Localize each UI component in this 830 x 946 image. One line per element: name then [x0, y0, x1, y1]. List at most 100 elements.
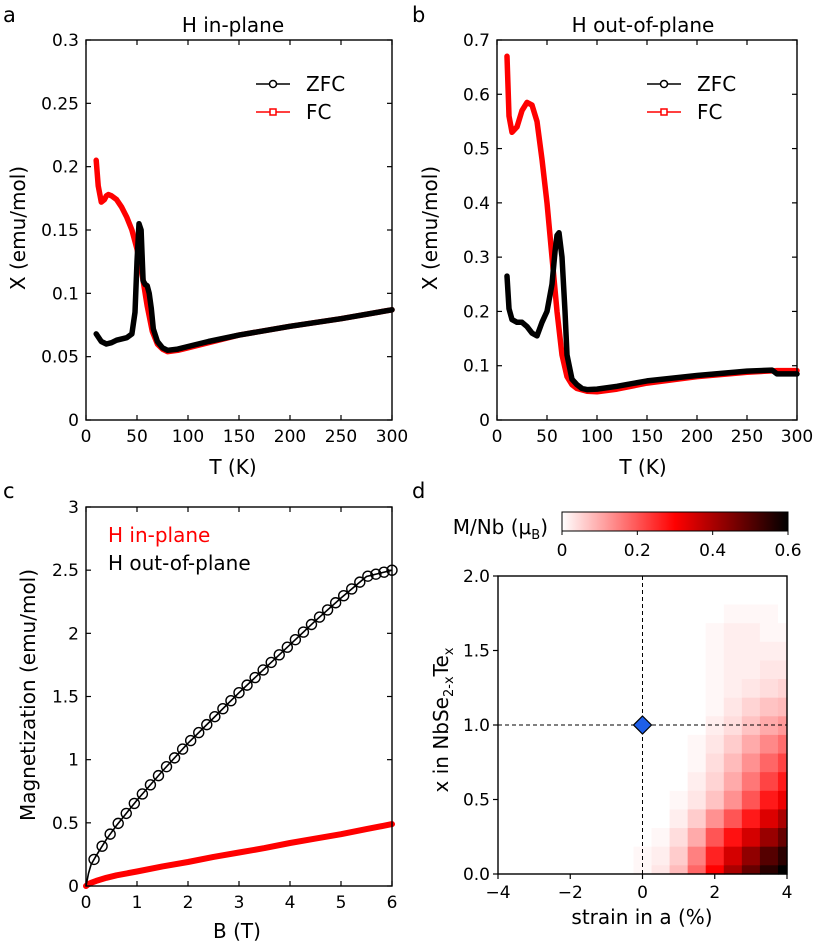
panel-d-heatmap-cell — [759, 715, 779, 735]
panel-d-heatmap-cell — [579, 659, 598, 680]
panel-b-ytick-label: 0.3 — [463, 248, 490, 268]
panel-c-legend-out-of-plane: H out-of-plane — [108, 551, 251, 575]
panel-d-heatmap-cell — [633, 790, 653, 810]
panel-d-heatmap-cell — [651, 603, 671, 624]
panel-d-heatmap-cell — [633, 808, 653, 829]
panel-d-heatmap-cell — [615, 827, 635, 847]
panel-d-heatmap-cell — [669, 659, 689, 680]
panel-d-heatmap-cell — [561, 790, 580, 810]
panel-d-heatmap-cell — [759, 827, 779, 847]
panel-d-heatmap-cell — [651, 659, 671, 680]
panel-d-heatmap-cell — [777, 622, 788, 642]
panel-c-ytick-label: 1 — [68, 751, 79, 771]
panel-d-heatmap-cell — [669, 697, 689, 717]
panel-d-heatmap-cell — [579, 808, 598, 829]
panel-d-heatmap-cell — [507, 603, 526, 624]
panel-d-heatmap-cell — [561, 659, 580, 680]
panel-d-heatmap-cell — [543, 697, 562, 717]
panel-d-heatmap-cell — [741, 808, 761, 829]
panel-d-heatmap-cell — [669, 790, 689, 810]
panel-d-heatmap-cell — [705, 827, 725, 847]
panel-d-marker-diamond — [632, 715, 653, 735]
panel-d-heatmap-cell — [741, 827, 761, 847]
panel-d-heatmap-cell — [723, 734, 743, 754]
panel-c-out-of-plane-point — [144, 779, 157, 791]
panel-d-heatmap-cell — [507, 576, 526, 586]
panel-c-legend-in-plane: H in-plane — [108, 523, 210, 547]
panel-d-heatmap-cell — [723, 846, 743, 866]
colorbar-label-part2: ) — [540, 515, 548, 539]
colorbar-label-part1: M/Nb (μ — [453, 515, 532, 539]
panel-d-heatmap-cell — [507, 734, 526, 754]
panel-a-ytick-label: 0.3 — [52, 31, 79, 51]
panel-d-heatmap-cell — [615, 771, 635, 791]
panel-d-ytick-label: 0.5 — [463, 791, 490, 811]
panel-d-heatmap-cell — [507, 846, 526, 866]
panel-a-ytick-label: 0.1 — [52, 284, 79, 304]
panel-d-heatmap-cell — [498, 603, 508, 624]
panel-c-frame — [85, 506, 393, 887]
panel-d-heatmap-cell — [498, 659, 508, 680]
panel-d-heatmap-cell — [759, 678, 779, 698]
panel-d-heatmap-cell — [723, 790, 743, 810]
panel-d-xtick-label: 4 — [782, 883, 793, 903]
panel-d-colorbar-tick-label: 0.2 — [624, 541, 651, 561]
panel-a-legend-zfc-label: ZFC — [306, 72, 345, 96]
panel-d-heatmap-cell — [597, 697, 617, 717]
panel-c-out-of-plane-point — [265, 656, 277, 669]
panel-d-heatmap-cell — [759, 585, 779, 605]
panel-d-heatmap-cell — [561, 808, 580, 829]
panel-c-out-of-plane-point — [273, 649, 285, 661]
panel-d-heatmap-cell — [498, 752, 508, 773]
panel-d-heatmap-cell — [687, 659, 707, 680]
panel-d-heatmap-cell — [651, 641, 671, 661]
panel-a-ylabel: X (emu/mol) — [6, 166, 30, 290]
panel-c-xtick-label: 0 — [81, 893, 92, 913]
panel-a-xtick-label: 150 — [223, 427, 255, 447]
panel-d-heatmap-cell — [579, 715, 598, 735]
panel-d-heatmap-cell — [741, 697, 761, 717]
panel-d-heatmap-cell — [543, 576, 562, 586]
panel-label-b: b — [412, 3, 425, 27]
panel-d-axes: −4 −2 0 2 4 0.0 0.5 1.0 1.5 2.0 0 0.2 0.4 0.6 — [463, 531, 802, 903]
panel-d-heatmap-cell — [777, 659, 788, 680]
panel-d-heatmap-cell — [543, 827, 562, 847]
panel-d-heatmap-cell — [615, 864, 635, 875]
panel-d-ylabel-sub1: 2-x — [442, 676, 457, 697]
panel-d-heatmap-cell — [759, 752, 779, 773]
panel-d-heatmap-cell — [507, 715, 526, 735]
panel-d-heatmap-cell — [777, 585, 788, 605]
panel-d-heatmap-cell — [759, 771, 779, 791]
panel-a-axes: 0 50 100 150 200 250 300 0 0.05 0.1 0.15 0.2 0.25 0.3 — [41, 31, 408, 447]
panel-d-heatmap-cell — [525, 641, 544, 661]
panel-d-heatmap-cell — [561, 678, 580, 698]
panel-d-heatmap-cell — [687, 808, 707, 829]
panel-d-heatmap-cell — [507, 622, 526, 642]
panel-b-legend-fc-label: FC — [697, 100, 722, 124]
panel-d-heatmap-cell — [525, 864, 544, 875]
panel-d-ytick-label: 1.0 — [463, 716, 490, 736]
panel-d-heatmap-cell — [651, 771, 671, 791]
panel-d-heatmap-cell — [579, 846, 598, 866]
panel-d-heatmap-cell — [597, 603, 617, 624]
panel-d-heatmap-cell — [651, 752, 671, 773]
panel-d-heatmap-cell — [525, 603, 544, 624]
panel-b-ytick-label: 0.1 — [463, 357, 490, 377]
panel-d-heatmap-cell — [561, 771, 580, 791]
panel-d-heatmap-cell — [705, 734, 725, 754]
panel-d-heatmap-cell — [543, 808, 562, 829]
panel-d-heatmap-cell — [777, 734, 788, 754]
panel-c-xtick-label: 6 — [387, 893, 398, 913]
panel-d-heatmap-cell — [705, 585, 725, 605]
panel-d-heatmap-cell — [705, 808, 725, 829]
panel-d-ylabel-part1: x in NbSe — [429, 697, 453, 792]
panel-c-ytick-label: 0 — [68, 877, 79, 897]
panel-d-heatmap-cell — [723, 576, 743, 586]
panel-d-heatmap-cell — [777, 864, 788, 875]
panel-d-heatmap-cell — [597, 622, 617, 642]
panel-d-heatmap-cell — [669, 641, 689, 661]
panel-b-ytick-label: 0.2 — [463, 302, 490, 322]
panel-c-out-of-plane-point — [249, 671, 261, 684]
panel-a-ytick-label: 0 — [68, 411, 79, 431]
panel-c-out-of-plane-point — [321, 604, 334, 616]
